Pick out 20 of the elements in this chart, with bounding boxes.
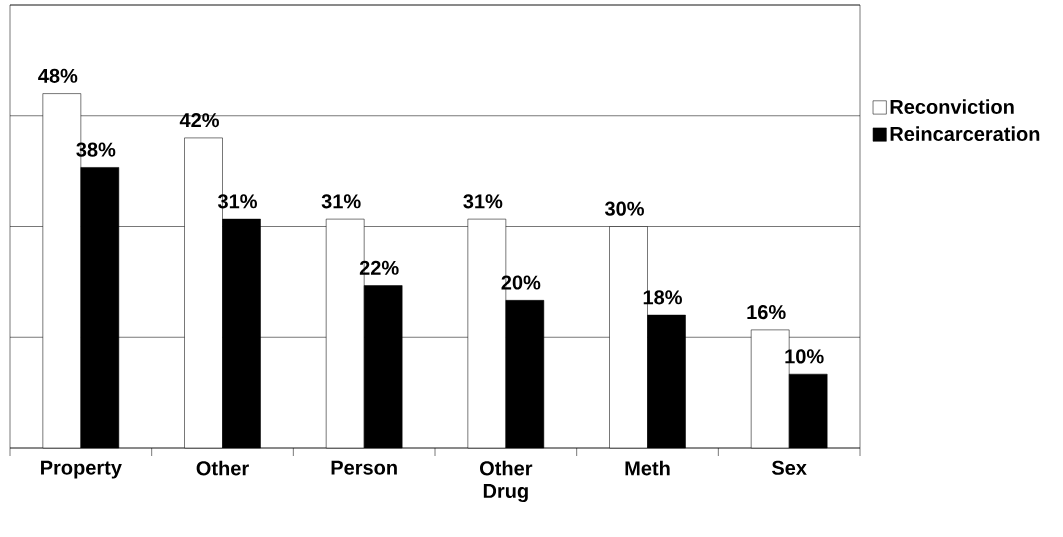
data-label: 20% (501, 275, 541, 290)
data-label: 31% (321, 194, 361, 209)
x-tick-label: Person (331, 460, 397, 475)
data-label: 42% (179, 113, 219, 128)
legend-label: Reconviction (890, 99, 1014, 114)
x-tick-label: Other (196, 460, 249, 476)
data-label: 10% (785, 349, 824, 364)
x-tick-label: Sex (771, 460, 807, 475)
data-label: 31% (217, 194, 257, 209)
data-label: 38% (76, 142, 116, 157)
data-label: 22% (359, 260, 399, 275)
data-label: 31% (463, 194, 503, 209)
data-label: 48% (38, 68, 78, 83)
x-tick-label: Property (41, 460, 122, 479)
data-label: 30% (604, 201, 644, 216)
x-tick-label: Meth (625, 460, 670, 476)
x-tick-label: Other Drug (479, 460, 533, 503)
data-label: 16% (747, 305, 786, 320)
legend-label: Reincarceration (890, 126, 1040, 142)
data-label: 18% (643, 290, 682, 305)
